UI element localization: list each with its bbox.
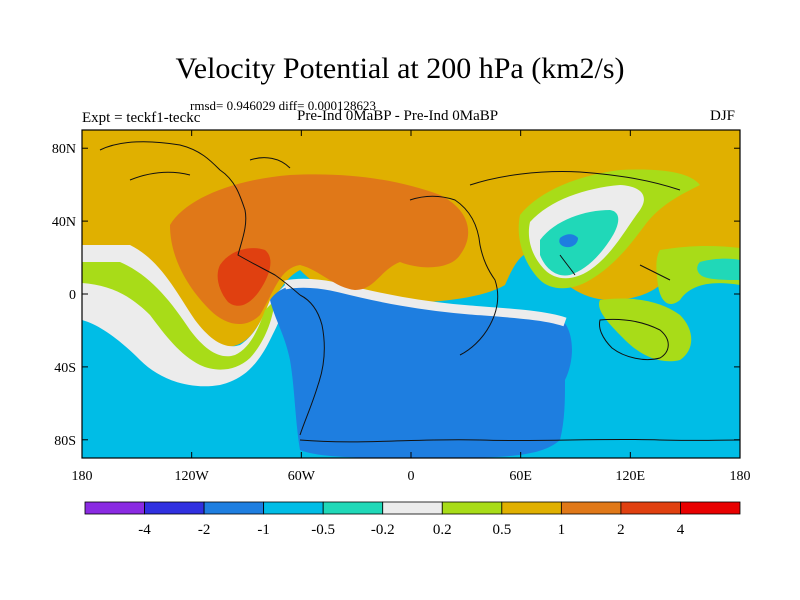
lat-tick-label: 40N (52, 215, 76, 230)
colorbar-label: 0.2 (433, 522, 452, 538)
lat-tick-label: 0 (69, 288, 76, 303)
latitude-axis: 80N 40N 0 40S 80S (52, 142, 740, 449)
statistics-label: rmsd= 0.946029 diff= 0.000128623 (190, 98, 376, 113)
experiment-label: Expt = teckf1-teckc (82, 110, 201, 126)
colorbar-label: -0.2 (371, 522, 395, 538)
colorbar-label: 2 (617, 522, 625, 538)
field-band-pos4-core (217, 248, 271, 306)
lon-tick-label: 120E (616, 469, 646, 484)
season-label: DJF (710, 108, 736, 124)
colorbar-label: -4 (138, 522, 151, 538)
field-band-neg05-pacific (697, 258, 740, 280)
lat-tick-label: 80S (54, 434, 76, 449)
lon-tick-label: 60W (288, 469, 316, 484)
lon-tick-label: 180 (72, 469, 93, 484)
coastlines (99, 141, 740, 443)
colorbar-swatch (263, 501, 324, 515)
lat-tick-label: 40S (54, 361, 76, 376)
figure-title: Velocity Potential at 200 hPa (km2/s) (175, 52, 625, 85)
colorbar: -4 -2 -1 -0.5 -0.2 0.2 0.5 1 2 4 (84, 501, 741, 538)
lon-tick-label: 120W (175, 469, 210, 484)
colorbar-label: -2 (198, 522, 211, 538)
colorbar-swatch (144, 501, 205, 515)
colorbar-swatch (441, 501, 503, 515)
longitude-axis: 180 120W 60W 0 60E 120E 180 (72, 130, 751, 484)
colorbar-swatch (620, 501, 681, 515)
field-band-neg1-atlantic (270, 283, 572, 458)
lon-tick-label: 180 (730, 469, 751, 484)
colorbar-label: 1 (558, 522, 566, 538)
colorbar-swatch (203, 501, 265, 515)
colorbar-label: -1 (257, 522, 270, 538)
lon-tick-label: 0 (408, 469, 415, 484)
comparison-label: Pre-Ind 0MaBP - Pre-Ind 0MaBP (297, 108, 499, 124)
colorbar-label: 0.5 (492, 522, 511, 538)
colorbar-swatch (501, 501, 562, 515)
colorbar-swatch (680, 501, 741, 515)
colorbar-label: -0.5 (311, 522, 335, 538)
colorbar-swatch (84, 501, 145, 515)
lat-tick-label: 80N (52, 142, 76, 157)
colorbar-label: 4 (677, 522, 685, 538)
lon-tick-label: 60E (509, 469, 532, 484)
colorbar-swatch (382, 501, 443, 515)
colorbar-swatch (560, 501, 622, 515)
field-band-neg1-asia (559, 234, 578, 248)
field-band-pos02-west (82, 262, 275, 370)
field-band-zero-atlantic (284, 278, 567, 327)
colorbar-swatch (322, 501, 384, 515)
field-band-neg05-asia (540, 210, 619, 276)
